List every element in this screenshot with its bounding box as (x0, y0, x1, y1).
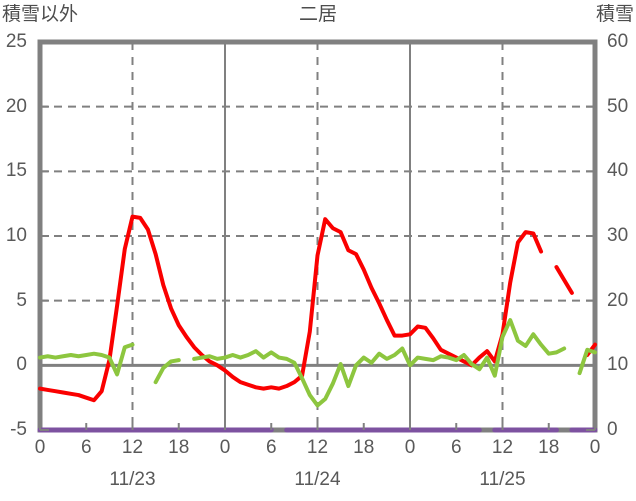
left-ytick-label: 15 (5, 160, 27, 182)
xtick-label: 0 (589, 437, 601, 458)
xtick-label: 0 (404, 437, 416, 458)
right-ytick-label: 40 (607, 160, 629, 182)
xtick-label: 6 (80, 437, 92, 458)
right-ytick-label: 60 (607, 31, 629, 52)
tick-marks (39, 41, 596, 431)
left-ytick-label: 5 (16, 289, 27, 311)
page-title: 二居 (298, 4, 337, 25)
right-ytick-label: 0 (607, 419, 618, 440)
gridlines (40, 42, 595, 430)
series-layer (37, 214, 598, 433)
right-ytick-label: 20 (607, 289, 629, 311)
right-ytick-label: 30 (607, 225, 629, 246)
series-line-0 (554, 265, 574, 295)
series-line-1 (153, 358, 181, 385)
xtick-label: 12 (306, 437, 329, 458)
right-ytick-label: 50 (607, 95, 629, 117)
xtick-label: 18 (353, 437, 375, 458)
left-ytick-label: 25 (5, 31, 27, 52)
day-label: 11/24 (294, 469, 341, 490)
right-axis-title: 積雪 (595, 4, 634, 25)
xtick-label: 6 (265, 437, 277, 458)
series-line-1 (577, 347, 597, 376)
series-line-1 (38, 342, 135, 377)
xtick-label: 12 (121, 437, 144, 458)
left-ytick-label: 10 (5, 225, 27, 246)
xtick-label: 0 (34, 437, 46, 458)
day-label: 11/25 (479, 469, 526, 490)
day-label: 11/23 (109, 469, 156, 490)
xtick-label: 12 (491, 437, 514, 458)
left-ytick-label: 0 (16, 354, 27, 376)
series-line-1 (192, 318, 567, 408)
xtick-label: 18 (168, 437, 190, 458)
xtick-label: 6 (450, 437, 462, 458)
plot-frame (37, 39, 598, 433)
xtick-label: 0 (219, 437, 231, 458)
left-ytick-label: -5 (10, 419, 27, 440)
left-ytick-label: 20 (5, 95, 27, 117)
right-ytick-label: 10 (607, 354, 629, 376)
left-axis-title: 積雪以外 (2, 4, 79, 25)
xtick-label: 18 (538, 437, 560, 458)
